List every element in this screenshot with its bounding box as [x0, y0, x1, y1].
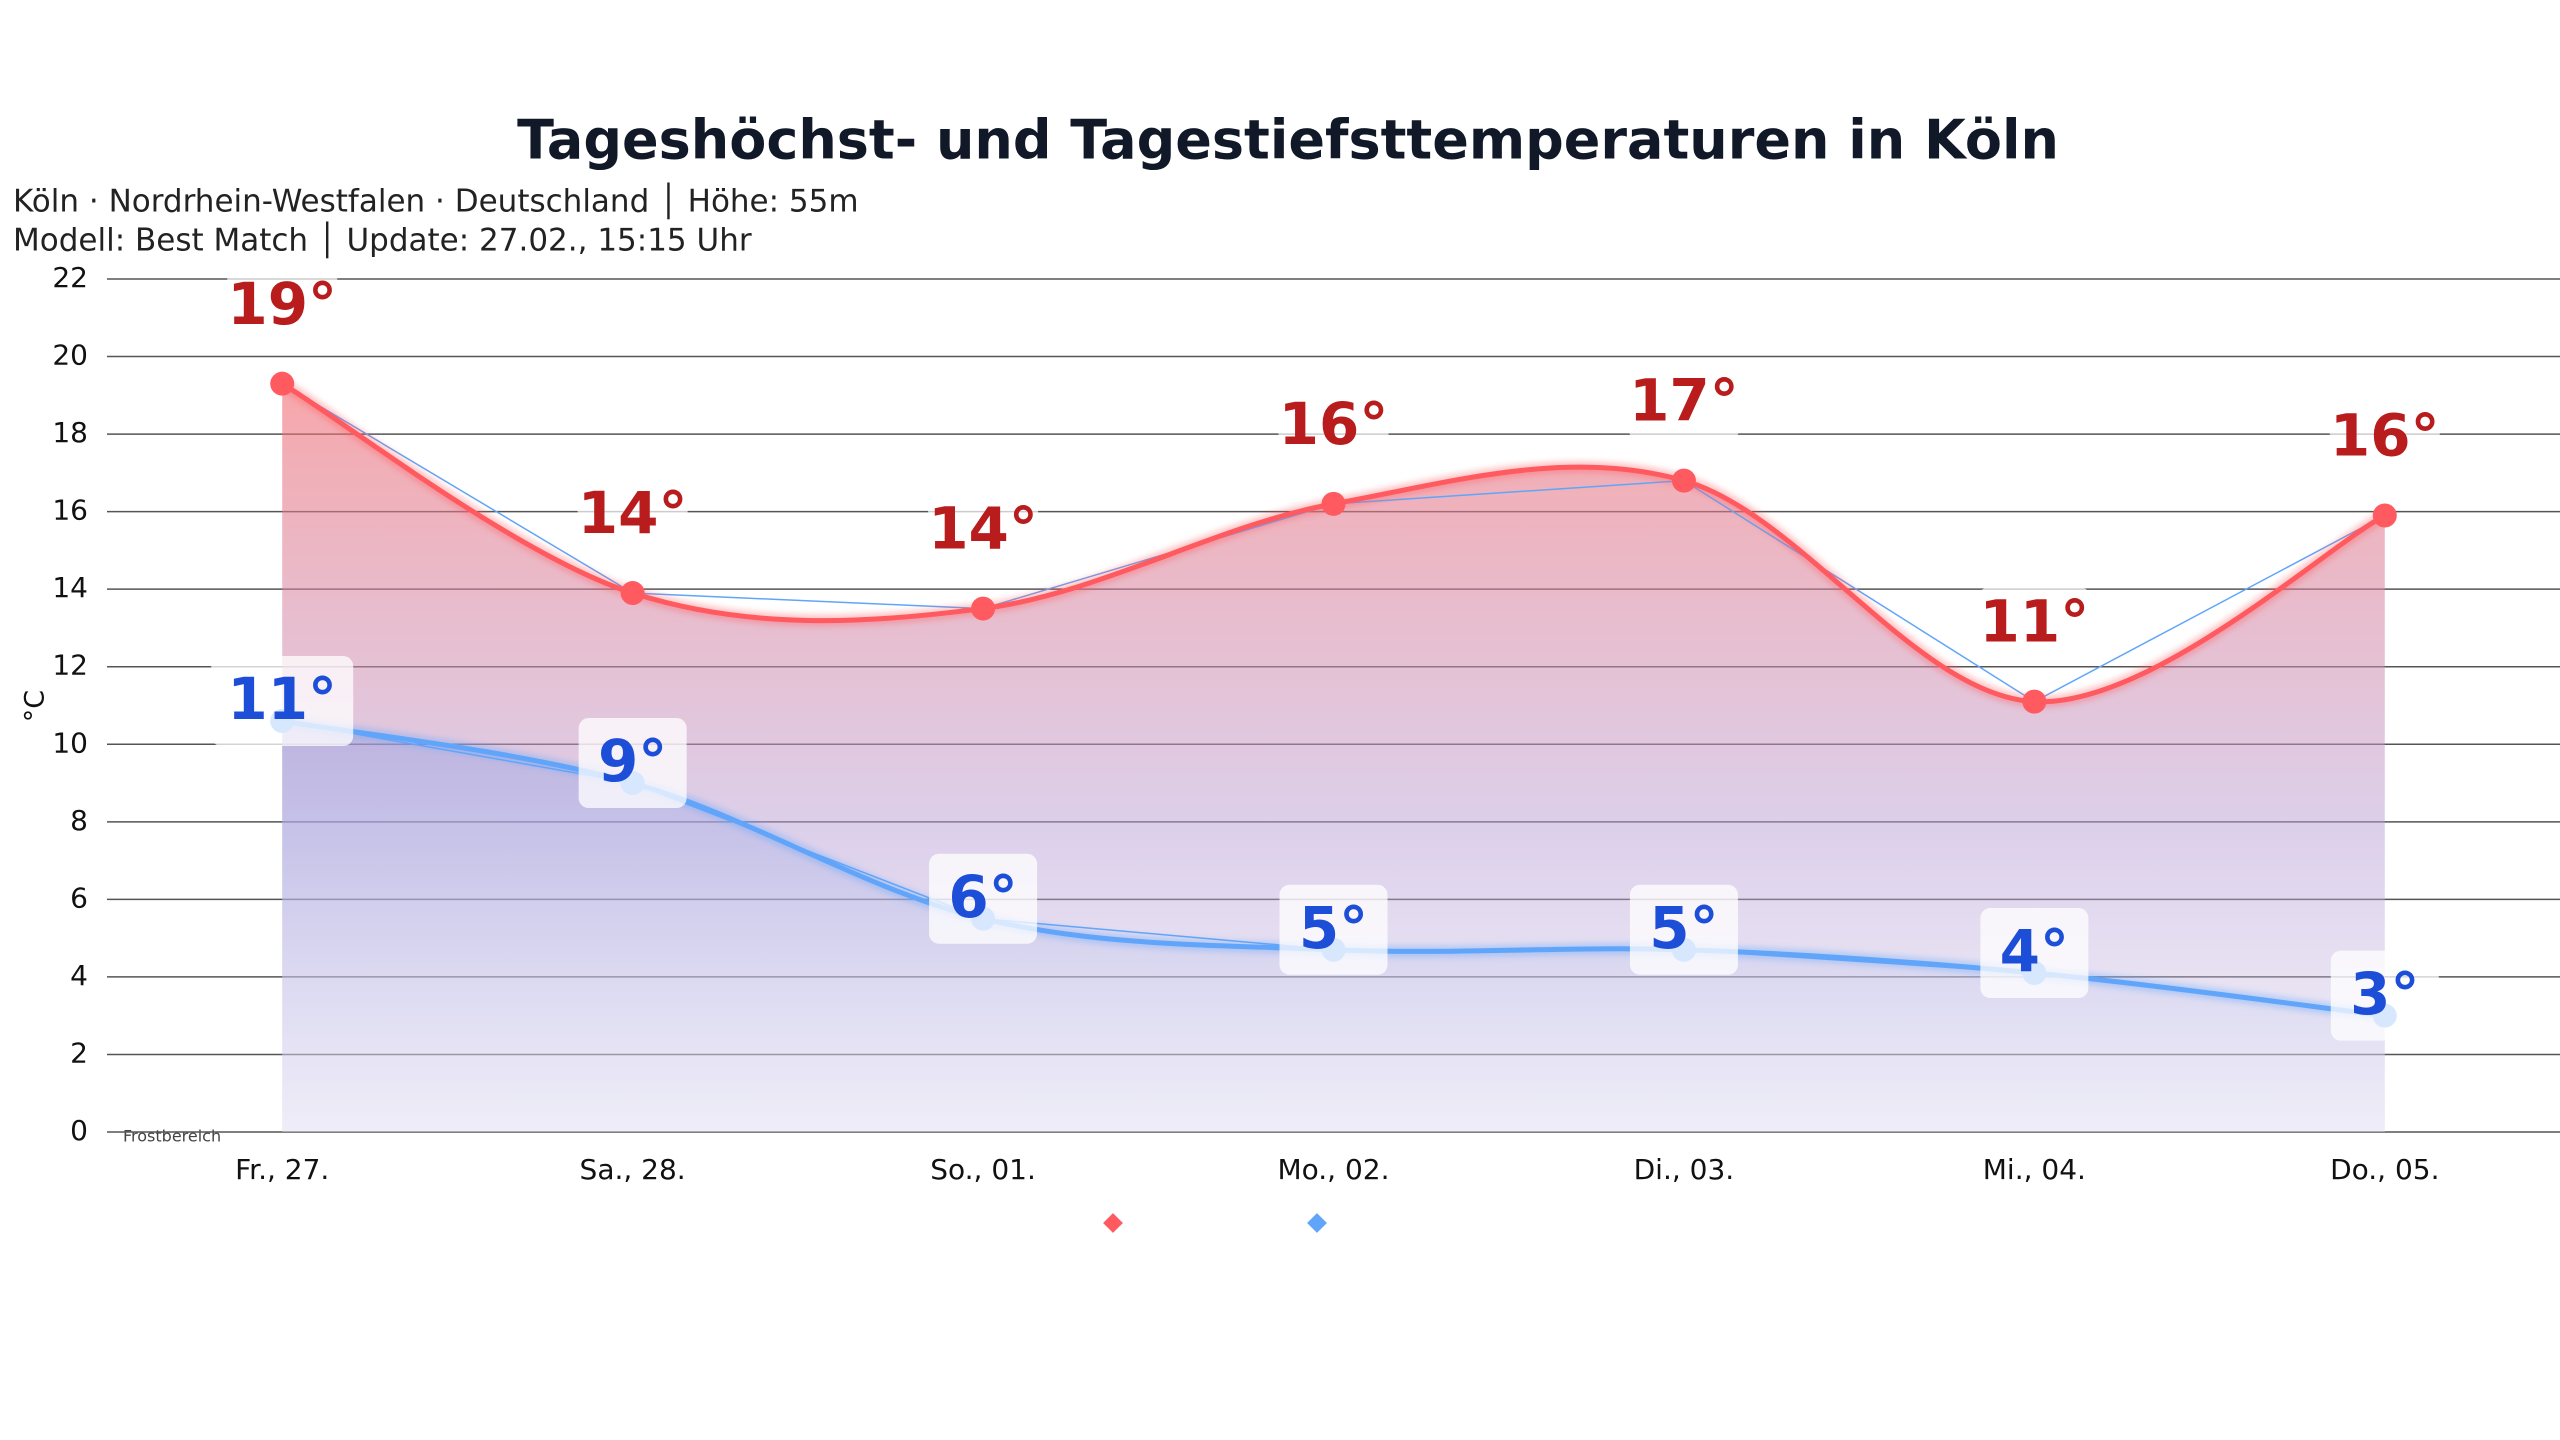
data-label: 16° — [2330, 402, 2440, 470]
point — [971, 596, 996, 621]
label-bg — [227, 269, 338, 342]
y-tick-label: 22 — [52, 261, 88, 294]
label-bg — [211, 656, 354, 747]
label-bg — [1279, 884, 1388, 975]
data-label: 14° — [928, 495, 1038, 563]
point — [2022, 689, 2047, 714]
data-label: 11° — [1979, 588, 2089, 656]
point — [270, 371, 295, 396]
label-bg — [1980, 908, 2089, 999]
label-bg — [578, 718, 687, 809]
annotation: Frostbereich — [123, 1127, 221, 1146]
y-tick-label: 0 — [70, 1114, 88, 1147]
data-label: 5° — [1649, 894, 1718, 962]
x-tick-label: So., 01. — [930, 1153, 1036, 1186]
data-label: 4° — [2000, 917, 2069, 985]
subtitle: Modell: Best Match │ Update: 27.02., 15:… — [13, 221, 752, 259]
label-bg — [1628, 366, 1739, 439]
data-label: 5° — [1299, 894, 1368, 962]
chart-title: Tageshöchst- und Tagestiefsttemperaturen… — [517, 109, 2059, 172]
area — [282, 721, 2385, 1132]
data-label: 19° — [227, 270, 337, 338]
x-tick-label: Fr., 27. — [235, 1153, 329, 1186]
point — [1321, 491, 1346, 516]
y-tick-label: 20 — [52, 339, 88, 372]
data-label: 9° — [598, 727, 667, 795]
data-label: 17° — [1629, 367, 1739, 435]
y-tick-label: 4 — [70, 959, 88, 992]
data-label: 11° — [227, 665, 337, 733]
x-tick-label: Do., 05. — [2330, 1153, 2439, 1186]
label-bg — [1278, 389, 1389, 462]
x-tick-label: Mo., 02. — [1277, 1153, 1389, 1186]
legend-marker — [1307, 1213, 1327, 1233]
y-tick-label: 8 — [70, 804, 88, 837]
data-label: 14° — [578, 479, 688, 547]
label-bg — [928, 494, 1039, 567]
x-tick-label: Mi., 04. — [1983, 1153, 2086, 1186]
label-bg — [929, 853, 1038, 944]
point — [620, 581, 645, 606]
data-label: 16° — [1279, 390, 1389, 458]
label-bg — [1979, 587, 2090, 660]
y-tick-label: 14 — [52, 571, 88, 604]
subtitle: Köln · Nordrhein-Westfalen · Deutschland… — [13, 182, 859, 220]
y-axis-label: °C — [20, 690, 51, 722]
y-tick-label: 16 — [52, 494, 88, 527]
label-bg — [577, 479, 688, 552]
label-bg — [2330, 950, 2439, 1041]
x-tick-label: Di., 03. — [1634, 1153, 1735, 1186]
label-bg — [2329, 401, 2440, 474]
legend-marker — [1103, 1213, 1123, 1233]
y-tick-label: 10 — [52, 726, 88, 759]
y-tick-label: 12 — [52, 649, 88, 682]
data-label: 6° — [948, 863, 1017, 931]
y-tick-label: 6 — [70, 881, 88, 914]
y-tick-label: 2 — [70, 1036, 88, 1069]
data-label: 3° — [2350, 960, 2419, 1028]
point — [2372, 503, 2397, 528]
label-bg — [1629, 884, 1738, 975]
legend — [1103, 1213, 1327, 1233]
data-labels: 19° 14° 14° 16° 17° 11° 16° 11° 9° 6° 5° 5° 4° 3° — [211, 269, 2440, 1041]
x-tick-label: Sa., 28. — [580, 1153, 686, 1186]
point — [1671, 468, 1696, 493]
y-tick-label: 18 — [52, 416, 88, 449]
